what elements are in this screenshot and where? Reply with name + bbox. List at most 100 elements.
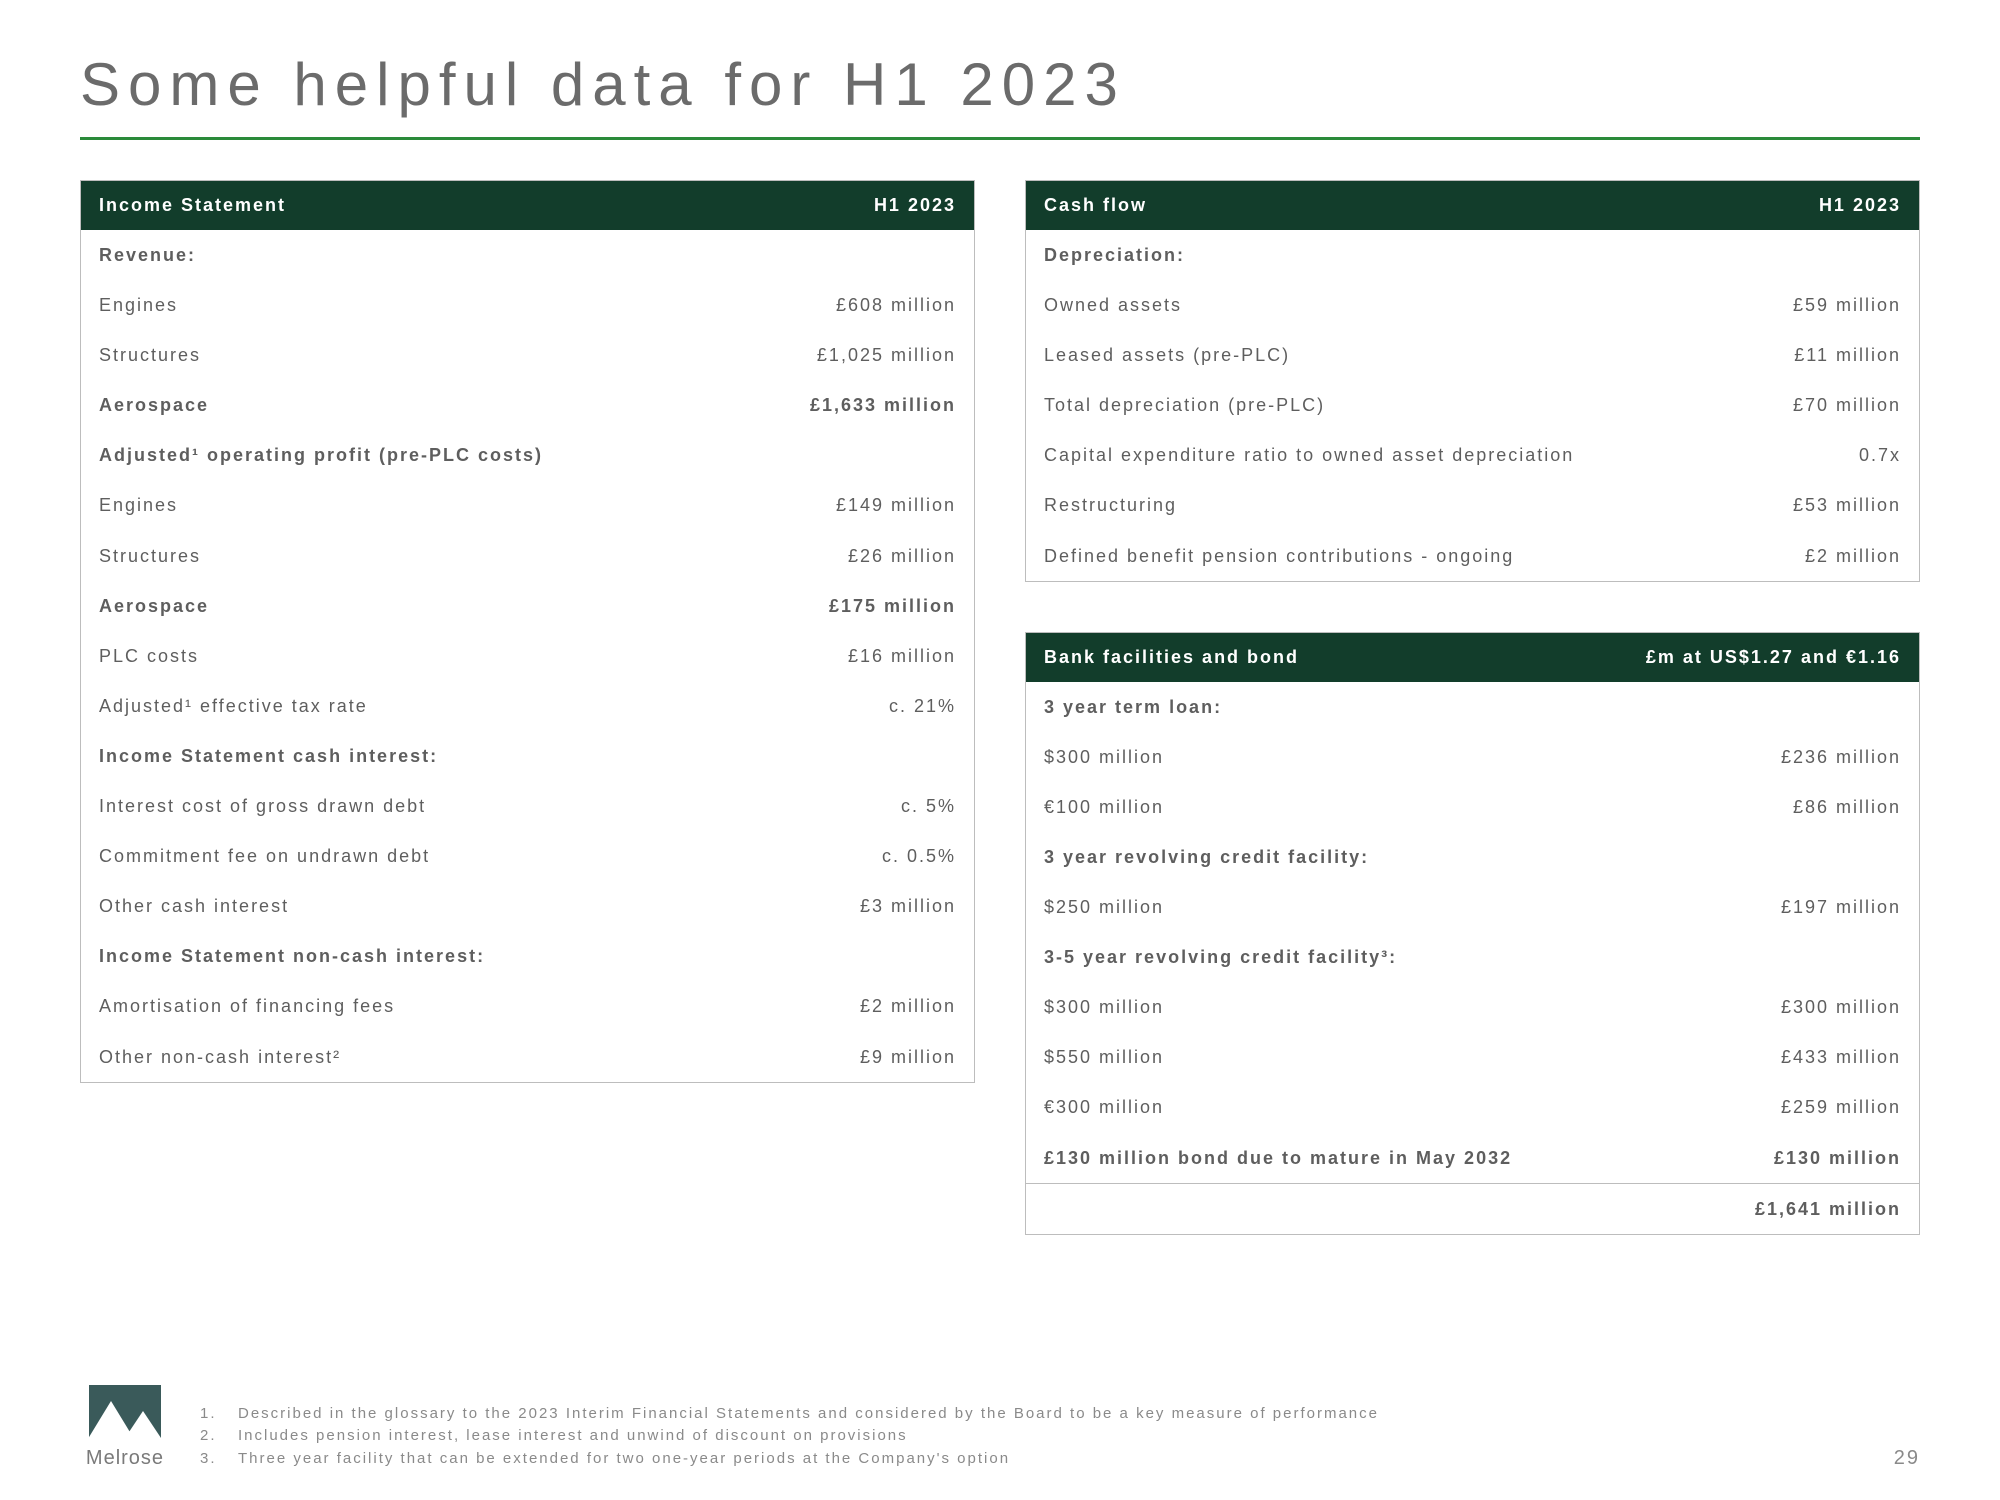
cash-flow-table: Cash flow H1 2023 Depreciation:Owned ass… bbox=[1025, 180, 1920, 582]
table-row: Other non-cash interest²£9 million bbox=[81, 1032, 975, 1083]
footnote: 3. Three year facility that can be extend… bbox=[200, 1448, 1864, 1471]
row-label: PLC costs bbox=[81, 631, 729, 681]
table-row: Capital expenditure ratio to owned asset… bbox=[1026, 430, 1920, 480]
left-column: Income Statement H1 2023 Revenue:Engines… bbox=[80, 180, 975, 1235]
table-row: $300 million£236 million bbox=[1026, 732, 1920, 782]
row-label: Restructuring bbox=[1026, 480, 1738, 530]
footnote-number: 2. bbox=[200, 1425, 220, 1448]
row-label: Capital expenditure ratio to owned asset… bbox=[1026, 430, 1738, 480]
row-value: £70 million bbox=[1738, 380, 1920, 430]
row-label: Aerospace bbox=[81, 581, 729, 631]
row-value bbox=[728, 230, 974, 280]
income-statement-table: Income Statement H1 2023 Revenue:Engines… bbox=[80, 180, 975, 1083]
table-row: $550 million£433 million bbox=[1026, 1032, 1920, 1082]
table-row: 3-5 year revolving credit facility³: bbox=[1026, 932, 1920, 982]
table-row: Interest cost of gross drawn debtc. 5% bbox=[81, 781, 975, 831]
row-value: c. 0.5% bbox=[728, 831, 974, 881]
footnote-text: Three year facility that can be extended… bbox=[238, 1448, 1010, 1471]
table-row: Income Statement cash interest: bbox=[81, 731, 975, 781]
table-row: Adjusted¹ effective tax ratec. 21% bbox=[81, 681, 975, 731]
row-label: Adjusted¹ effective tax rate bbox=[81, 681, 729, 731]
row-value: £3 million bbox=[728, 881, 974, 931]
row-value: £433 million bbox=[1592, 1032, 1919, 1082]
row-label: Commitment fee on undrawn debt bbox=[81, 831, 729, 881]
footnote-number: 1. bbox=[200, 1403, 220, 1426]
row-value: £53 million bbox=[1738, 480, 1920, 530]
row-label: Total depreciation (pre-PLC) bbox=[1026, 380, 1738, 430]
row-value bbox=[728, 731, 974, 781]
row-value: £26 million bbox=[728, 531, 974, 581]
row-value: £608 million bbox=[728, 280, 974, 330]
table-row: Engines£608 million bbox=[81, 280, 975, 330]
row-label: Adjusted¹ operating profit (pre-PLC cost… bbox=[81, 430, 729, 480]
table-row: €100 million£86 million bbox=[1026, 782, 1920, 832]
row-value bbox=[1592, 932, 1919, 982]
row-label: $300 million bbox=[1026, 982, 1593, 1032]
row-label: Defined benefit pension contributions - … bbox=[1026, 531, 1738, 582]
row-value: £236 million bbox=[1592, 732, 1919, 782]
row-label: 3 year revolving credit facility: bbox=[1026, 832, 1593, 882]
footnote: 1.Described in the glossary to the 2023 … bbox=[200, 1403, 1864, 1426]
row-label: Aerospace bbox=[81, 380, 729, 430]
row-label: Engines bbox=[81, 280, 729, 330]
table-row: Defined benefit pension contributions - … bbox=[1026, 531, 1920, 582]
row-label: Other cash interest bbox=[81, 881, 729, 931]
table-row: €300 million£259 million bbox=[1026, 1082, 1920, 1132]
row-value: £197 million bbox=[1592, 882, 1919, 932]
table-row: Adjusted¹ operating profit (pre-PLC cost… bbox=[81, 430, 975, 480]
right-column: Cash flow H1 2023 Depreciation:Owned ass… bbox=[1025, 180, 1920, 1235]
row-value: £130 million bbox=[1592, 1133, 1919, 1184]
footnote-text: Includes pension interest, lease interes… bbox=[238, 1425, 908, 1448]
table-row: Amortisation of financing fees£2 million bbox=[81, 981, 975, 1031]
row-value: £149 million bbox=[728, 480, 974, 530]
row-label: Structures bbox=[81, 330, 729, 380]
content-columns: Income Statement H1 2023 Revenue:Engines… bbox=[80, 180, 1920, 1235]
row-label: $250 million bbox=[1026, 882, 1593, 932]
table-row: Other cash interest£3 million bbox=[81, 881, 975, 931]
page-title: Some helpful data for H1 2023 bbox=[80, 50, 1920, 119]
footnotes: 1.Described in the glossary to the 2023 … bbox=[200, 1403, 1864, 1471]
row-value: £1,025 million bbox=[728, 330, 974, 380]
table-row: PLC costs£16 million bbox=[81, 631, 975, 681]
melrose-logo: Melrose bbox=[80, 1385, 170, 1470]
row-label: €300 million bbox=[1026, 1082, 1593, 1132]
row-label: 3 year term loan: bbox=[1026, 682, 1593, 732]
row-label: Leased assets (pre-PLC) bbox=[1026, 330, 1738, 380]
row-label: Engines bbox=[81, 480, 729, 530]
row-label: Owned assets bbox=[1026, 280, 1738, 330]
row-value: £1,633 million bbox=[728, 380, 974, 430]
row-label: Interest cost of gross drawn debt bbox=[81, 781, 729, 831]
row-label: Income Statement cash interest: bbox=[81, 731, 729, 781]
income-header-label: Income Statement bbox=[81, 181, 729, 231]
table-row: Leased assets (pre-PLC)£11 million bbox=[1026, 330, 1920, 380]
footnote-number: 3. bbox=[200, 1448, 220, 1471]
row-label: Depreciation: bbox=[1026, 230, 1738, 280]
footer: Melrose 1.Described in the glossary to t… bbox=[80, 1385, 1920, 1470]
row-value: £2 million bbox=[728, 981, 974, 1031]
row-label: Other non-cash interest² bbox=[81, 1032, 729, 1083]
row-value bbox=[1592, 682, 1919, 732]
table-row: $250 million£197 million bbox=[1026, 882, 1920, 932]
row-label: 3-5 year revolving credit facility³: bbox=[1026, 932, 1593, 982]
row-value bbox=[728, 931, 974, 981]
table-row: £130 million bond due to mature in May 2… bbox=[1026, 1133, 1920, 1184]
title-rule bbox=[80, 137, 1920, 140]
bank-header-note: £m at US$1.27 and €1.16 bbox=[1592, 632, 1919, 682]
row-label bbox=[1026, 1183, 1593, 1234]
logo-mark-icon bbox=[89, 1385, 161, 1443]
row-value: £1,641 million bbox=[1592, 1183, 1919, 1234]
row-value: c. 21% bbox=[728, 681, 974, 731]
row-value: £59 million bbox=[1738, 280, 1920, 330]
table-row: 3 year term loan: bbox=[1026, 682, 1920, 732]
cashflow-header-label: Cash flow bbox=[1026, 181, 1738, 231]
row-value: £16 million bbox=[728, 631, 974, 681]
row-value: 0.7x bbox=[1738, 430, 1920, 480]
table-row: $300 million£300 million bbox=[1026, 982, 1920, 1032]
row-value: £2 million bbox=[1738, 531, 1920, 582]
row-value: c. 5% bbox=[728, 781, 974, 831]
table-row: Aerospace£1,633 million bbox=[81, 380, 975, 430]
table-row: Revenue: bbox=[81, 230, 975, 280]
page-number: 29 bbox=[1894, 1447, 1920, 1470]
row-label: Amortisation of financing fees bbox=[81, 981, 729, 1031]
table-row: Income Statement non-cash interest: bbox=[81, 931, 975, 981]
